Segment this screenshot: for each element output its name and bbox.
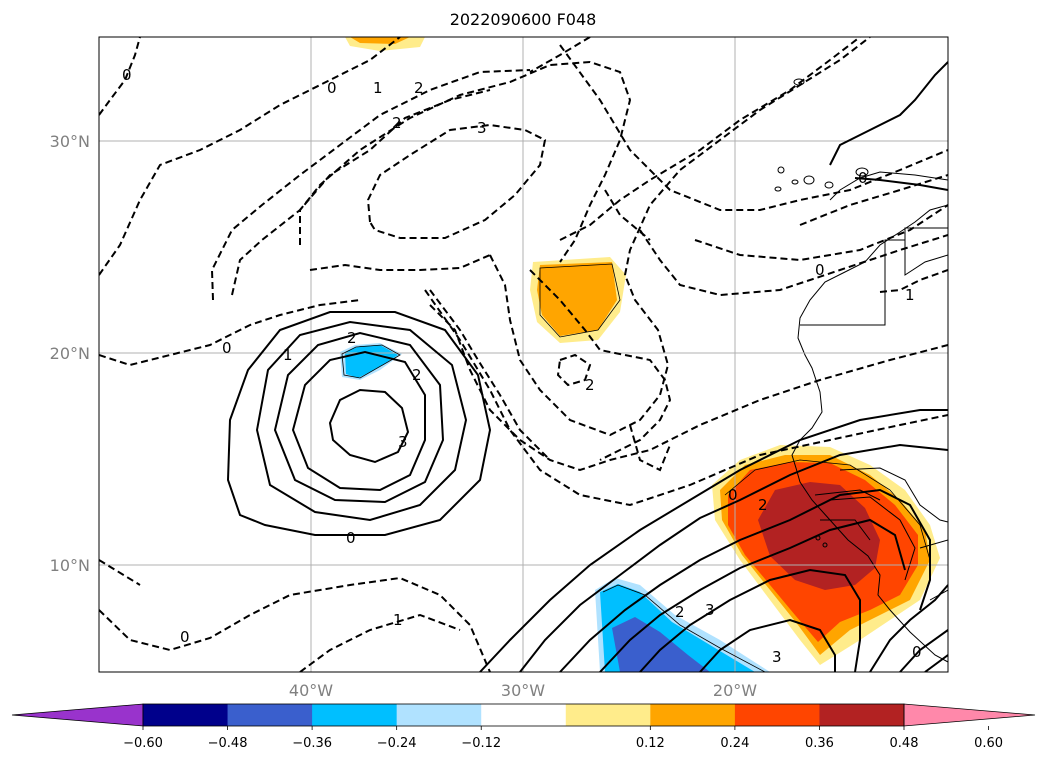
colorbar-extend-low <box>11 703 144 727</box>
colorbar-extend-high <box>903 703 1036 727</box>
lat-label: 30°N <box>50 132 90 151</box>
lon-label: 30°W <box>501 681 545 700</box>
contour-label: 0 <box>222 339 232 357</box>
contour-label: 1 <box>373 79 383 97</box>
colorbar-frame <box>142 703 905 727</box>
contour-label: 2 <box>585 376 595 394</box>
map-frame <box>98 36 949 673</box>
colorbar-segment <box>227 704 313 726</box>
colorbar-segment <box>819 704 905 726</box>
colorbar-tick-label: 0.48 <box>890 736 919 751</box>
colorbar-segment <box>650 704 736 726</box>
colorbar-segment <box>143 704 229 726</box>
contour-label: 2 <box>347 329 357 347</box>
colorbar-segment <box>565 704 651 726</box>
colorbar-segment <box>734 704 820 726</box>
contour-label: 1 <box>283 346 293 364</box>
contour-label: 2 <box>392 114 402 132</box>
contour-label: 1 <box>905 286 915 304</box>
contour-label: 2 <box>758 496 768 514</box>
map-title: 2022090600 F048 <box>450 10 597 29</box>
grid <box>99 37 948 672</box>
solid-contours <box>226 61 948 672</box>
contour-labels: 0 1 2 2 3 0 1 2 2 3 0 0 1 2 2 3 0 0 0 2 … <box>122 66 922 666</box>
colorbar-tick-label: 0.24 <box>720 736 749 751</box>
contour-label: 0 <box>327 79 337 97</box>
shading-positive-central <box>530 257 626 343</box>
colorbar-tick-label: 0.60 <box>974 736 1003 751</box>
contour-label: 3 <box>477 119 487 137</box>
shading-negative-south <box>595 578 770 672</box>
lon-label: 40°W <box>289 681 333 700</box>
colorbar-tick-label: −0.24 <box>377 736 417 751</box>
lon-labels: 40°W 30°W 20°W <box>289 681 757 700</box>
colorbar-tick-label: 0.36 <box>805 736 834 751</box>
colorbar-tick-label: −0.48 <box>208 736 248 751</box>
colorbar-tick-label: −0.36 <box>292 736 332 751</box>
colorbar-segment <box>481 704 567 726</box>
lat-labels: 30°N 20°N 10°N <box>50 132 90 575</box>
dashed-contours <box>99 37 948 672</box>
fill-outlines <box>341 263 931 672</box>
colorbar-tick-label: −0.12 <box>461 736 501 751</box>
contour-label: 3 <box>398 433 408 451</box>
shading-positive-north <box>345 37 425 51</box>
contour-label: 2 <box>412 366 422 384</box>
contour-label: 3 <box>772 648 782 666</box>
contour-label: 2 <box>675 603 685 621</box>
contour-label: 3 <box>705 601 715 619</box>
lat-label: 20°N <box>50 344 90 363</box>
colorbar-segment <box>396 704 482 726</box>
lon-label: 20°W <box>713 681 757 700</box>
contour-label: 1 <box>393 611 403 629</box>
colorbar: −0.60 −0.48 −0.36 −0.24 −0.12 0.12 0.24 0.36 0.4… <box>11 703 1036 751</box>
contour-label: 0 <box>728 486 738 504</box>
contour-label: 0 <box>858 169 868 187</box>
contour-label: 2 <box>414 79 424 97</box>
lat-label: 10°N <box>50 556 90 575</box>
colorbar-segment <box>312 704 398 726</box>
contour-label: 0 <box>912 643 922 661</box>
contour-label: 0 <box>346 529 356 547</box>
colorbar-tick-label: 0.12 <box>636 736 665 751</box>
contour-label: 0 <box>122 66 132 84</box>
contour-label: 0 <box>815 261 825 279</box>
colorbar-tick-label: −0.60 <box>123 736 163 751</box>
map-content <box>99 37 948 672</box>
contour-label: 0 <box>180 628 190 646</box>
